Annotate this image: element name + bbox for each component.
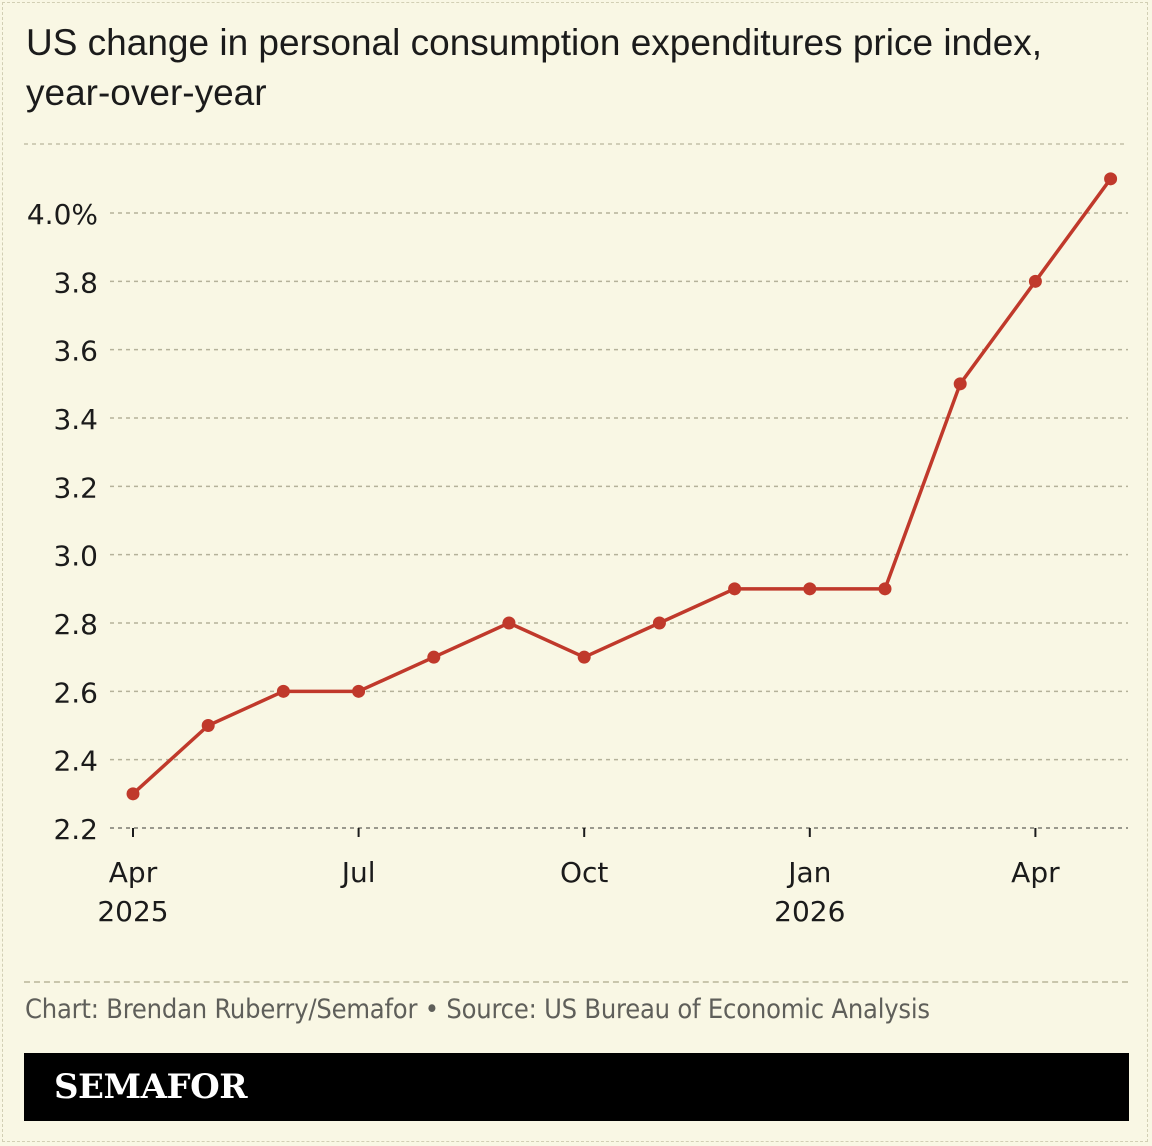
data-point <box>953 377 967 391</box>
x-tick-label: Jul <box>340 856 376 889</box>
brand-bar: SEMAFOR <box>24 1053 1129 1121</box>
y-tick-label: 4.0% <box>27 198 98 231</box>
data-point <box>201 719 215 732</box>
data-point <box>728 582 742 596</box>
footer-divider <box>24 981 1128 983</box>
data-point <box>276 684 290 698</box>
line-chart: 2.2 2.4 2.6 2.8 3.0 3.2 3.4 3.6 3.8 4.0% Apr 2025 Ju… <box>24 143 1128 928</box>
data-point <box>1104 172 1118 186</box>
x-tick-year-label: 2025 <box>97 895 168 928</box>
y-tick-label: 3.4 <box>53 403 98 436</box>
y-tick-label: 2.2 <box>53 813 98 846</box>
y-tick-label: 3.0 <box>53 540 98 573</box>
y-tick-label: 3.2 <box>53 471 98 504</box>
x-tick-label: Jan <box>786 856 831 889</box>
data-point <box>352 684 366 698</box>
y-tick-label: 3.6 <box>53 335 98 368</box>
y-tick-label: 2.8 <box>53 608 98 641</box>
x-tick-label: Apr <box>1011 856 1060 889</box>
x-tick-label: Apr <box>109 856 158 889</box>
data-point <box>126 787 140 801</box>
x-tick-year-label: 2026 <box>774 895 845 928</box>
chart-title: US change in personal consumption expend… <box>26 22 1043 113</box>
data-point <box>652 616 666 630</box>
semafor-logo: SEMAFOR <box>54 1067 248 1107</box>
series-line <box>131 177 1113 796</box>
data-point <box>1028 274 1042 288</box>
data-point <box>427 650 441 664</box>
data-point <box>803 582 817 596</box>
chart-credit: Chart: Brendan Ruberry/Semafor • Source:… <box>25 994 930 1025</box>
data-point <box>502 616 516 630</box>
x-tick-label: Oct <box>560 856 608 889</box>
data-point <box>577 650 591 664</box>
data-point <box>878 582 892 596</box>
y-tick-label: 2.6 <box>53 676 98 709</box>
y-tick-label: 2.4 <box>53 745 98 778</box>
y-tick-label: 3.8 <box>53 266 98 299</box>
